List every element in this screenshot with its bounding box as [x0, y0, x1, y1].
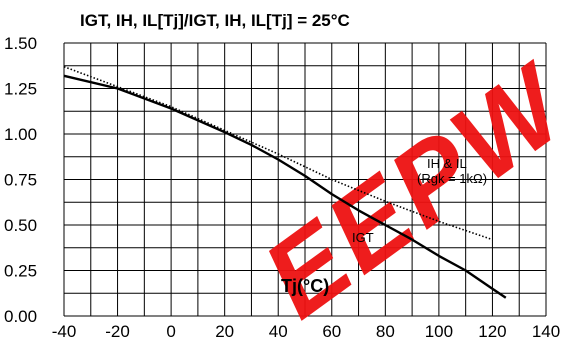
x-tick-label: 120 [478, 322, 506, 341]
x-tick-label: 80 [376, 322, 395, 341]
annotation-ih-il: IH & IL [427, 156, 467, 171]
chart-title: IGT, IH, IL[Tj]/IGT, IH, IL[Tj] = 25°C [80, 11, 350, 30]
x-axis-label: Tj(°C) [281, 276, 329, 296]
x-tick-label: 40 [269, 322, 288, 341]
x-tick-label: 100 [425, 322, 453, 341]
series-line-ih-il [63, 65, 493, 241]
tick-labels: 0.00 0.25 0.50 0.75 1.00 1.25 1.50 -40 -20 0 20 40 6… [4, 34, 560, 341]
y-tick-label: 0.25 [4, 262, 37, 281]
annotation-igt: IGT [352, 230, 374, 245]
annotation-rgk: (Rgk = 1kΩ) [417, 171, 487, 186]
watermark: EEPW [242, 40, 573, 342]
y-tick-label: 1.50 [4, 34, 37, 53]
series-layer [63, 65, 507, 299]
x-tick-label: -20 [105, 322, 130, 341]
series-line-igt [63, 74, 507, 299]
y-tick-label: 0.50 [4, 216, 37, 235]
watermark-text: EEPW [242, 40, 573, 342]
x-tick-label: 20 [215, 322, 234, 341]
y-tick-label: 1.25 [4, 80, 37, 99]
x-tick-label: 140 [532, 322, 560, 341]
y-tick-label: 0.00 [4, 307, 37, 326]
x-tick-label: 60 [322, 322, 341, 341]
x-tick-label: 0 [166, 322, 175, 341]
x-tick-label: -40 [52, 322, 77, 341]
y-tick-label: 1.00 [4, 125, 37, 144]
y-tick-label: 0.75 [4, 171, 37, 190]
